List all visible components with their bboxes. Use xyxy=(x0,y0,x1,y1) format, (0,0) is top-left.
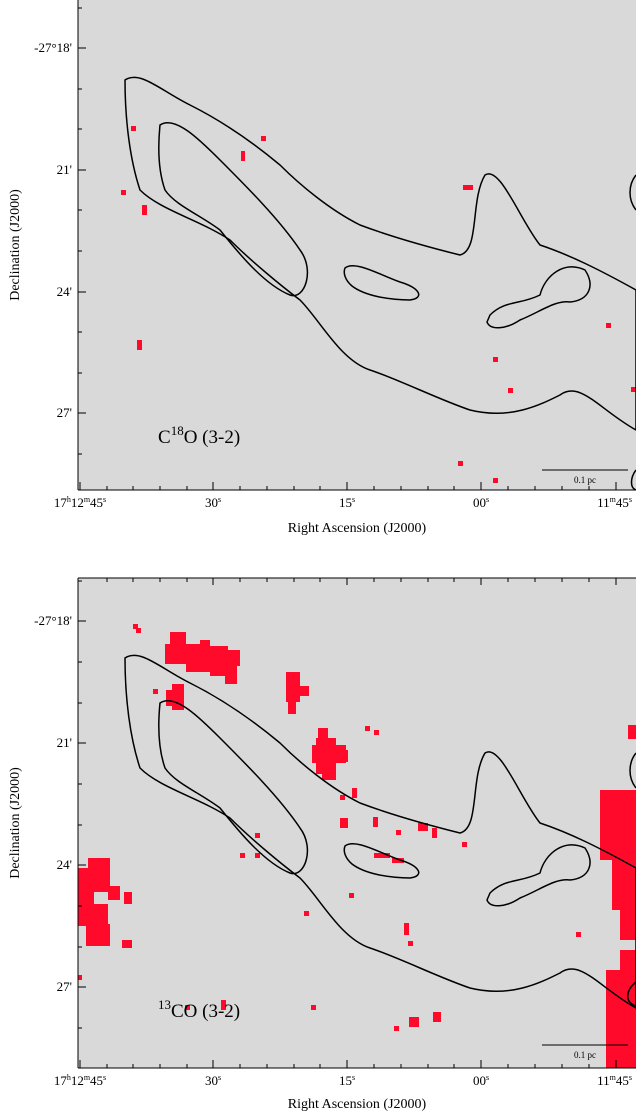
panel-c18o: -27°18' 21' 24' 27' 17h12m45s 30s 15s 00… xyxy=(8,0,636,536)
dec-tick-label: -27°18' xyxy=(34,40,72,55)
x-axis-label: Right Ascension (J2000) xyxy=(288,1097,427,1112)
molecule-label: C18O (3-2) xyxy=(158,423,240,448)
panel-13co: -27°18' 21' 24' 27' 17h12m45s 30s 15s 00… xyxy=(8,577,636,1112)
dec-tick-label: 27' xyxy=(57,979,72,994)
dec-tick-label: 27' xyxy=(57,405,72,420)
emission-pixels xyxy=(121,126,636,483)
ra-tick-label: 17h12m45s xyxy=(54,495,106,510)
y-axis-label: Declination (J2000) xyxy=(8,767,23,879)
ra-tick-label: 00s xyxy=(473,495,489,510)
ra-tick-label: 30s xyxy=(205,1073,221,1088)
scale-bar-label: 0.1 pc xyxy=(574,475,596,485)
tick-marks xyxy=(78,7,617,490)
ra-tick-label: 30s xyxy=(205,495,221,510)
ra-tick-label: 00s xyxy=(473,1073,489,1088)
ra-tick-label: 11m45s xyxy=(597,495,632,510)
ra-tick-label: 11m45s xyxy=(597,1073,632,1088)
ra-tick-label: 15s xyxy=(339,495,355,510)
dec-tick-label: 21' xyxy=(57,162,72,177)
map-area xyxy=(78,0,636,490)
axis-frame xyxy=(77,577,636,1069)
dec-tick-label: -27°18' xyxy=(34,613,72,628)
tick-marks xyxy=(78,578,617,1068)
ra-tick-label: 17h12m45s xyxy=(54,1073,106,1088)
dec-tick-label: 24' xyxy=(57,857,72,872)
dec-tick-label: 24' xyxy=(57,284,72,299)
map-area xyxy=(78,578,636,1068)
scale-bar-label: 0.1 pc xyxy=(574,1050,596,1060)
x-axis-label: Right Ascension (J2000) xyxy=(288,521,427,536)
emission-pixels xyxy=(78,624,636,1068)
y-axis-label: Declination (J2000) xyxy=(8,189,23,301)
molecule-label: 13CO (3-2) xyxy=(158,997,240,1022)
ra-tick-label: 15s xyxy=(339,1073,355,1088)
axis-frame xyxy=(77,0,636,491)
dec-tick-label: 21' xyxy=(57,735,72,750)
